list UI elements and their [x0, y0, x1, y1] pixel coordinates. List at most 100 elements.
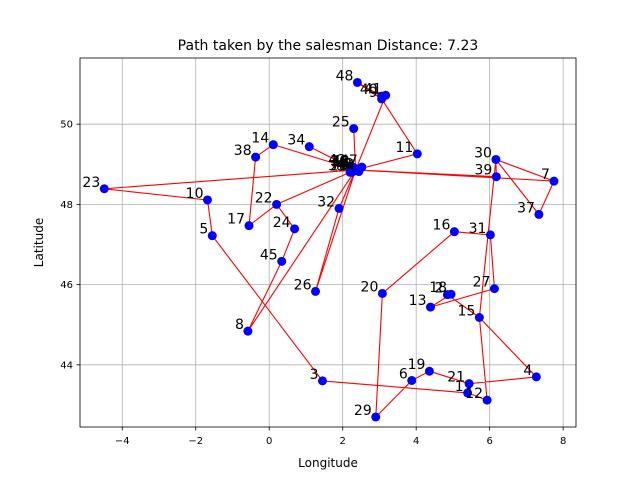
city-label-26: 26 [294, 277, 312, 293]
city-label-4: 4 [523, 363, 532, 379]
city-point-25 [349, 124, 359, 134]
city-point-48 [352, 77, 362, 87]
city-point-4 [531, 372, 541, 382]
city-label-33: 33 [328, 158, 346, 174]
y-tick-label: 46 [60, 280, 73, 291]
y-axis-label: Latitude [32, 218, 46, 267]
city-point-18 [446, 289, 456, 299]
city-label-16: 16 [433, 218, 451, 234]
y-tick-label: 48 [60, 200, 73, 211]
city-label-48: 48 [336, 68, 354, 84]
city-label-11: 11 [395, 140, 413, 156]
y-tick-label: 50 [60, 120, 73, 131]
city-label-20: 20 [361, 279, 379, 295]
city-label-39: 39 [474, 163, 492, 179]
x-tick-label: 8 [560, 436, 566, 447]
city-label-12: 12 [465, 386, 483, 402]
city-label-30: 30 [474, 145, 492, 161]
city-point-41 [381, 90, 391, 100]
x-tick-label: −2 [188, 436, 203, 447]
city-label-6: 6 [399, 366, 408, 382]
city-point-3 [317, 376, 327, 386]
city-point-45 [277, 256, 287, 266]
city-label-10: 10 [186, 186, 204, 202]
city-label-45: 45 [260, 247, 278, 263]
x-tick-label: 6 [486, 436, 492, 447]
city-label-14: 14 [251, 131, 269, 147]
city-point-6 [407, 375, 417, 385]
salesman-path [104, 81, 555, 418]
city-point-11 [412, 149, 422, 159]
city-point-13 [426, 302, 436, 312]
city-label-32: 32 [317, 194, 335, 210]
city-label-35: 35 [331, 154, 349, 170]
city-label-5: 5 [199, 222, 208, 238]
city-point-8 [243, 326, 253, 336]
city-point-49 [353, 165, 363, 175]
city-label-38: 38 [234, 143, 252, 159]
city-point-16 [449, 227, 459, 237]
city-label-19: 19 [408, 357, 426, 373]
city-point-14 [268, 140, 278, 150]
city-label-15: 15 [458, 304, 476, 320]
city-point-27 [489, 284, 499, 294]
city-point-31 [485, 230, 495, 240]
grid-lines [80, 58, 576, 427]
city-label-22: 22 [255, 190, 273, 206]
city-point-39 [491, 172, 501, 182]
city-label-44: 44 [337, 158, 355, 174]
city-points [99, 77, 559, 422]
city-label-46: 46 [332, 157, 350, 173]
city-label-29: 29 [354, 403, 372, 419]
city-label-31: 31 [469, 221, 487, 237]
x-tick-label: 4 [413, 436, 419, 447]
x-tick-label: 0 [266, 436, 272, 447]
city-label-18: 18 [429, 280, 447, 296]
city-label-7: 7 [541, 167, 550, 183]
city-point-1 [463, 388, 473, 398]
city-label-37: 37 [517, 200, 535, 216]
city-point-34 [304, 142, 314, 152]
city-label-42: 42 [328, 152, 346, 168]
plot-area-frame [79, 57, 577, 428]
city-point-7 [549, 176, 559, 186]
city-label-36: 36 [330, 153, 348, 169]
city-point-12 [482, 395, 492, 405]
city-point-26 [311, 286, 321, 296]
x-axis-label: Longitude [298, 456, 358, 470]
city-point-24 [290, 224, 300, 234]
city-point-37 [534, 209, 544, 219]
city-point-23 [99, 184, 109, 194]
city-point-10 [202, 195, 212, 205]
city-label-1: 1 [455, 379, 464, 395]
city-point-20 [377, 288, 387, 298]
city-point-29 [371, 412, 381, 422]
city-label-49: 49 [336, 156, 354, 172]
city-point-32 [334, 203, 344, 213]
city-point-19 [424, 366, 434, 376]
city-label-3: 3 [310, 367, 319, 383]
city-label-2: 2 [434, 281, 443, 297]
city-label-13: 13 [409, 293, 427, 309]
city-point-21 [464, 379, 474, 389]
city-label-28: 28 [330, 158, 348, 174]
city-label-40: 40 [360, 82, 378, 98]
city-label-8: 8 [235, 317, 244, 333]
chart-title: Path taken by the salesman Distance: 7.2… [178, 38, 479, 54]
city-label-9: 9 [369, 85, 378, 101]
city-label-47: 47 [340, 153, 358, 169]
city-label-25: 25 [332, 115, 350, 131]
city-point-15 [474, 313, 484, 323]
city-point-5 [207, 231, 217, 241]
y-tick-label: 44 [60, 360, 73, 371]
city-point-22 [272, 199, 282, 209]
city-label-43: 43 [332, 153, 350, 169]
city-point-17 [244, 221, 254, 231]
city-label-24: 24 [273, 215, 291, 231]
city-label-0: 0 [343, 156, 352, 172]
city-label-21: 21 [447, 370, 465, 386]
x-tick-label: 2 [340, 436, 346, 447]
city-label-27: 27 [473, 275, 491, 291]
